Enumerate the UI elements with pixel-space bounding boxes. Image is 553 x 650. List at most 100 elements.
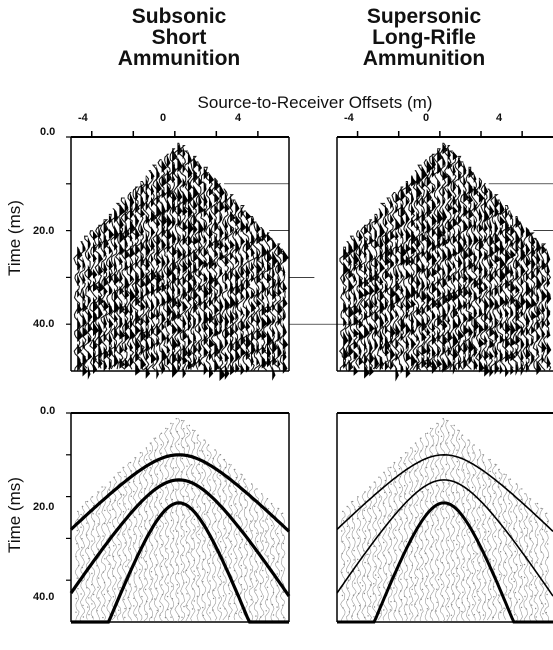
trace-speckle (255, 561, 257, 563)
trace-speckle (476, 519, 479, 521)
trace-fill (108, 331, 113, 347)
trace-fill (98, 252, 104, 264)
trace-fill (405, 335, 410, 351)
trace-speckle (530, 551, 532, 553)
trace-speckle (547, 543, 549, 545)
trace-speckle (394, 493, 396, 495)
trace-fill (426, 291, 432, 305)
trace-fill (395, 336, 399, 350)
trace-speckle (393, 600, 396, 602)
trace-fill (251, 216, 255, 226)
trace-speckle (405, 540, 408, 543)
trace-speckle (484, 531, 486, 533)
trace-fill (245, 237, 252, 253)
trace-speckle (159, 491, 161, 493)
trace-speckle (383, 471, 385, 473)
trace-fill (156, 323, 162, 337)
seismic-trace (474, 177, 483, 370)
trace-speckle (347, 571, 350, 573)
trace-speckle (462, 558, 464, 560)
trace-fill (203, 310, 210, 326)
trace-fill (256, 311, 261, 327)
trace-fill (416, 211, 421, 222)
trace-speckle (410, 513, 413, 515)
trace-fill (209, 270, 215, 287)
trace-fill (177, 362, 181, 373)
trace-speckle (166, 499, 168, 501)
trace-fill (525, 297, 532, 311)
trace-fill (416, 348, 420, 359)
seismic-trace (391, 191, 400, 370)
trace-speckle (393, 461, 395, 464)
trace-fill (494, 194, 499, 210)
time-tick-label: 0.0 (40, 405, 56, 417)
trace-speckle (442, 418, 444, 420)
trace-speckle (526, 545, 528, 547)
trace-fill (353, 315, 360, 326)
trace-speckle (520, 531, 522, 533)
trace-fill (124, 341, 128, 353)
trace-fill (129, 314, 133, 331)
trace-fill (129, 328, 136, 340)
trace-fill (426, 218, 431, 235)
seismic-trace (476, 449, 482, 621)
trace-fill (119, 343, 124, 355)
trace-fill (219, 310, 224, 327)
trace-speckle (229, 485, 231, 487)
trace-speckle (251, 530, 253, 532)
trace-speckle (354, 582, 356, 584)
trace-speckle (230, 553, 232, 555)
trace-speckle (129, 583, 131, 585)
trace-fill (145, 255, 150, 272)
trace-speckle (446, 615, 448, 617)
trace-fill (140, 342, 144, 356)
trace-fill (437, 298, 442, 311)
trace-fill (267, 261, 272, 273)
trace-speckle (113, 525, 115, 528)
seismic-trace (264, 498, 270, 622)
trace-fill (166, 344, 171, 354)
trace-fill (541, 353, 545, 364)
trace-speckle (505, 594, 507, 596)
trace-speckle (401, 540, 403, 542)
trace-speckle (170, 616, 172, 618)
trace-fill (93, 310, 98, 324)
trace-speckle (431, 572, 434, 574)
trace-speckle (145, 550, 147, 552)
trace-fill (77, 273, 81, 287)
trace-speckle (503, 473, 505, 475)
trace-speckle (177, 551, 179, 553)
trace-speckle (484, 495, 486, 498)
trace-speckle (435, 444, 438, 446)
trace-speckle (420, 437, 422, 439)
trace-fill (182, 286, 188, 301)
trace-fill (478, 260, 483, 276)
trace-speckle (172, 467, 175, 469)
trace-fill (458, 169, 461, 182)
trace-fill (364, 287, 370, 297)
trace-fill (431, 184, 435, 194)
trace-speckle (172, 537, 174, 540)
trace-fill (442, 155, 446, 168)
seismic-trace (517, 488, 524, 622)
trace-speckle (351, 527, 353, 529)
trace-speckle (441, 595, 444, 597)
trace-fill (140, 222, 144, 237)
trace-fill (546, 261, 550, 278)
trace-fill (499, 334, 505, 344)
trace-speckle (458, 521, 460, 523)
trace-speckle (244, 567, 247, 569)
trace-fill (437, 179, 441, 190)
trace-speckle (249, 509, 251, 511)
trace-speckle (223, 490, 225, 492)
trace-speckle (346, 505, 348, 508)
trace-fill (369, 235, 375, 245)
trace-speckle (202, 484, 205, 487)
trace-speckle (139, 535, 142, 537)
trace-fill (187, 151, 192, 166)
trace-fill (510, 211, 513, 221)
trace-speckle (410, 551, 413, 553)
trace-fill (484, 362, 490, 377)
trace-speckle (523, 576, 526, 579)
trace-speckle (233, 602, 235, 605)
